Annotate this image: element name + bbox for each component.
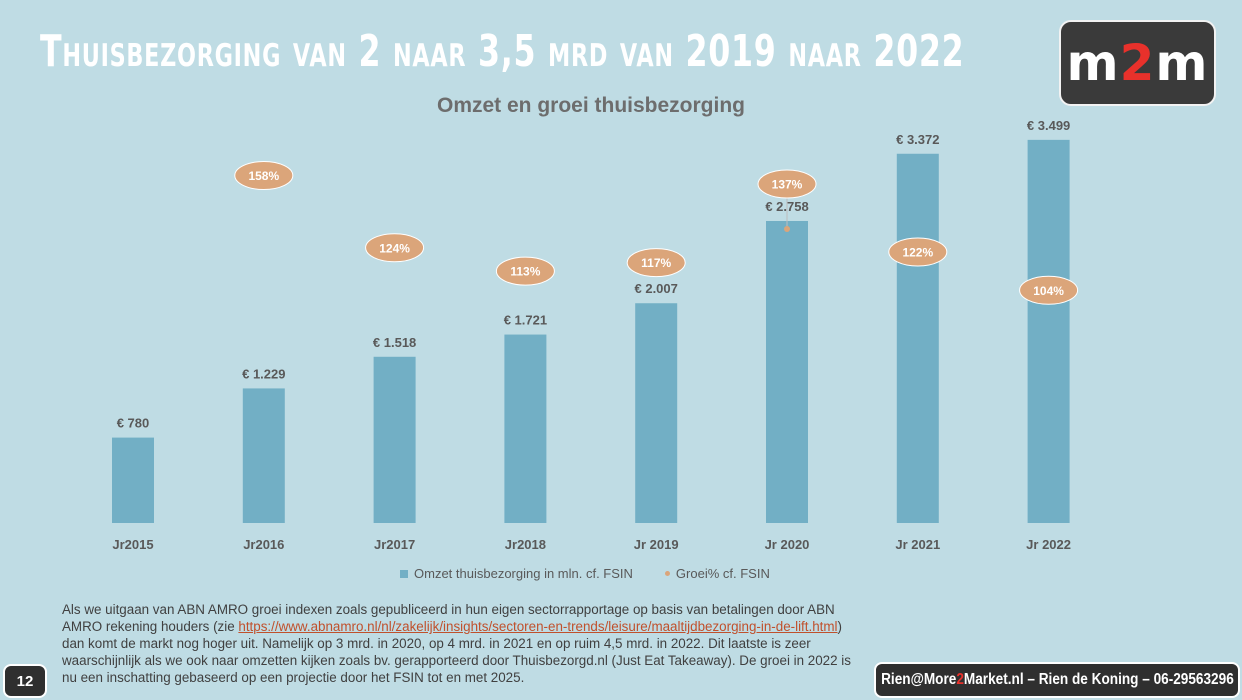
growth-label: 113%: [510, 265, 540, 279]
category-label: Jr2016: [243, 537, 284, 552]
contact-text: Rien@More2Market.nl – Rien de Koning – 0…: [880, 671, 1234, 688]
m2m-logo: m2m: [1059, 20, 1216, 106]
bar-value-label: € 1.518: [373, 335, 416, 350]
chart-title: Omzet en groei thuisbezorging: [436, 94, 746, 117]
bar-jr2017: [373, 356, 416, 523]
growth-label: 122%: [902, 246, 933, 260]
category-label: Jr2017: [374, 537, 415, 552]
growth-bubble: [626, 248, 686, 278]
abnamro-link[interactable]: https://www.abnamro.nl/nl/zakelijk/insig…: [238, 619, 838, 634]
growth-label: 104%: [1033, 284, 1064, 298]
category-label: Jr 2022: [1026, 537, 1071, 552]
bar-jr2018: [504, 334, 547, 523]
bar-jr2016: [242, 388, 285, 523]
category-label: Jr2018: [505, 537, 546, 552]
bar-value-label: € 1.229: [242, 366, 285, 381]
logo-text: m2m: [1066, 34, 1209, 92]
bar-value-label: € 2.007: [635, 281, 678, 296]
bar-jr2021: [896, 153, 939, 524]
bar-jr2019: [635, 303, 678, 523]
category-label: Jr 2020: [765, 537, 810, 552]
footnote-text: Als we uitgaan van ABN AMRO groei indexe…: [62, 602, 851, 685]
growth-bubble: [495, 256, 555, 286]
growth-bubble: [888, 237, 948, 267]
growth-label: 137%: [772, 178, 803, 192]
growth-point: [784, 226, 790, 232]
growth-bubble: [365, 233, 425, 263]
legend-item-omzet: Omzet thuisbezorging in mln. cf. FSIN: [400, 566, 633, 581]
growth-bubble: [1019, 275, 1079, 305]
growth-label: 117%: [641, 256, 671, 270]
category-label: Jr 2021: [895, 537, 940, 552]
category-label: Jr 2019: [634, 537, 679, 552]
growth-bubble: [234, 161, 294, 190]
bar-jr2020: [766, 220, 808, 523]
category-label: Jr2015: [112, 537, 153, 552]
bar-value-label: € 3.372: [896, 132, 939, 147]
bar-jr2022: [1027, 139, 1070, 523]
growth-label: 124%: [379, 241, 410, 255]
bar-value-label: € 780: [117, 416, 150, 431]
legend-item-groei: Groei% cf. FSIN: [664, 566, 770, 581]
growth-bubble: [757, 169, 817, 199]
growth-label: 158%: [248, 169, 279, 183]
legend-swatch-dot: [664, 571, 670, 576]
legend-label-omzet: Omzet thuisbezorging in mln. cf. FSIN: [414, 566, 633, 581]
contact-banner: Rien@More2Market.nl – Rien de Koning – 0…: [874, 662, 1240, 698]
bar-value-label: € 1.721: [504, 313, 547, 328]
page-number: 12: [3, 664, 47, 698]
bar-chart: € 780 Jr2015 € 1.229 Jr2016 158% € 1.518 Jr201…: [112, 118, 1079, 552]
chart-legend: Omzet thuisbezorging in mln. cf. FSIN Gr…: [400, 566, 770, 581]
legend-label-groei: Groei% cf. FSIN: [675, 566, 770, 581]
legend-swatch-bar: [400, 569, 408, 578]
bar-value-label: € 3.499: [1027, 118, 1070, 133]
bar-jr2015: [112, 437, 154, 523]
